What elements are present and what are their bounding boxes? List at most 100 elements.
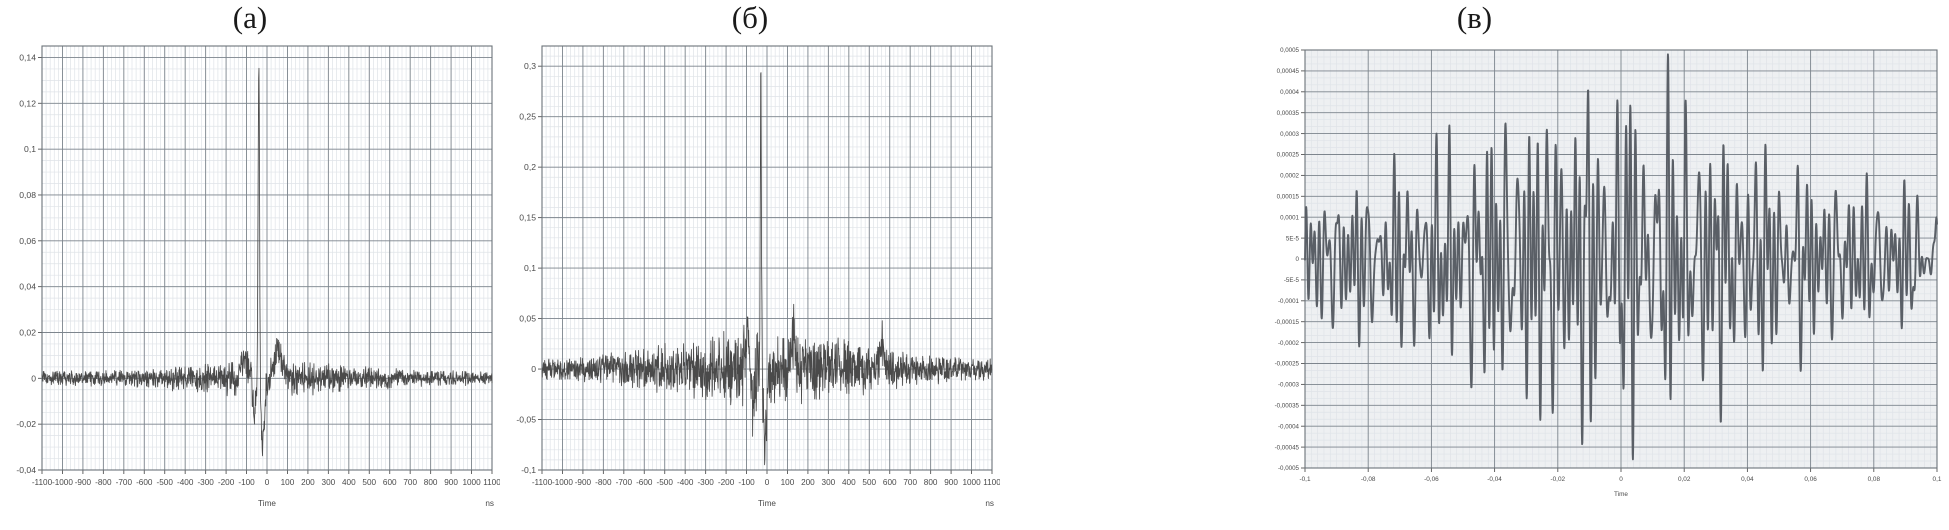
svg-text:-300: -300 — [697, 478, 714, 487]
svg-text:-0,0003: -0,0003 — [1278, 382, 1300, 389]
svg-text:-500: -500 — [657, 478, 674, 487]
svg-text:0,00015: 0,00015 — [1277, 193, 1300, 200]
svg-text:600: 600 — [383, 478, 397, 487]
panel-a-label: (а) — [232, 0, 268, 35]
svg-text:0,00025: 0,00025 — [1277, 152, 1300, 159]
panel-v-chart: -0,1 -0,08 -0,06 -0,04 -0,02 0 0,02 0,04 0,06 0,0… — [1275, 47, 1942, 498]
svg-text:0,14: 0,14 — [19, 52, 36, 62]
svg-text:-0,0005: -0,0005 — [1278, 465, 1300, 472]
svg-text:-200: -200 — [218, 478, 235, 487]
svg-text:900: 900 — [944, 478, 958, 487]
svg-text:0,0001: 0,0001 — [1280, 214, 1299, 221]
svg-text:-800: -800 — [595, 478, 612, 487]
svg-text:0,15: 0,15 — [519, 213, 536, 223]
svg-text:0,0005: 0,0005 — [1280, 47, 1299, 54]
svg-text:0,06: 0,06 — [1804, 476, 1817, 483]
svg-text:0,00045: 0,00045 — [1277, 68, 1300, 75]
svg-text:-100: -100 — [738, 478, 755, 487]
svg-text:0,00035: 0,00035 — [1277, 110, 1300, 117]
svg-text:-800: -800 — [95, 478, 112, 487]
svg-text:300: 300 — [322, 478, 336, 487]
svg-text:-200: -200 — [718, 478, 735, 487]
svg-text:-700: -700 — [116, 478, 133, 487]
svg-text:300: 300 — [822, 478, 836, 487]
svg-text:200: 200 — [301, 478, 315, 487]
svg-text:-0,08: -0,08 — [1361, 476, 1376, 483]
waveform-b — [541, 72, 993, 466]
waveform-a — [41, 67, 493, 457]
svg-text:0,3: 0,3 — [524, 61, 536, 71]
svg-text:0,0002: 0,0002 — [1280, 173, 1299, 180]
waveform-v — [1304, 53, 1938, 461]
svg-text:400: 400 — [842, 478, 856, 487]
svg-text:0,1: 0,1 — [524, 263, 536, 273]
svg-text:-0,0001: -0,0001 — [1278, 298, 1300, 305]
svg-text:-0,1: -0,1 — [1299, 476, 1310, 483]
svg-text:400: 400 — [342, 478, 356, 487]
svg-text:-400: -400 — [177, 478, 194, 487]
svg-text:-0,00035: -0,00035 — [1275, 402, 1300, 409]
svg-text:1100: 1100 — [983, 478, 1000, 487]
svg-text:0: 0 — [1619, 476, 1623, 483]
svg-text:-1000: -1000 — [52, 478, 73, 487]
svg-text:0: 0 — [31, 373, 36, 383]
svg-text:-500: -500 — [157, 478, 174, 487]
svg-text:0,0004: 0,0004 — [1280, 89, 1299, 96]
svg-text:1000: 1000 — [462, 478, 481, 487]
svg-text:0,04: 0,04 — [19, 282, 36, 292]
panel-a-plot: -1100 -1000 -900 -800 -700 -600 -500 -400 -300 -2… — [0, 36, 500, 528]
svg-text:1000: 1000 — [962, 478, 981, 487]
svg-text:600: 600 — [883, 478, 897, 487]
svg-text:-0,04: -0,04 — [1487, 476, 1502, 483]
svg-text:500: 500 — [362, 478, 376, 487]
svg-text:200: 200 — [801, 478, 815, 487]
svg-text:700: 700 — [903, 478, 917, 487]
svg-text:-0,0004: -0,0004 — [1278, 423, 1300, 430]
panel-b-chart: -1100 -1000 -900 -800 -700 -600 -500 -400 -300 -2… — [516, 45, 1000, 508]
x-axis-title: Time — [258, 499, 276, 508]
svg-text:500: 500 — [862, 478, 876, 487]
panel-a-chart: -1100 -1000 -900 -800 -700 -600 -500 -400 -300 -2… — [16, 45, 500, 508]
svg-text:-5E-5: -5E-5 — [1284, 277, 1300, 284]
svg-text:-0,0002: -0,0002 — [1278, 340, 1300, 347]
svg-text:900: 900 — [444, 478, 458, 487]
svg-text:0: 0 — [1296, 256, 1300, 263]
svg-text:0,02: 0,02 — [19, 328, 36, 338]
svg-text:-100: -100 — [238, 478, 255, 487]
panel-v-plot: -0,1 -0,08 -0,06 -0,04 -0,02 0 0,02 0,04 0,06 0,0… — [1000, 36, 1949, 528]
svg-text:800: 800 — [424, 478, 438, 487]
svg-text:-900: -900 — [575, 478, 592, 487]
svg-text:0,04: 0,04 — [1741, 476, 1754, 483]
x-axis-unit: ns — [985, 499, 994, 508]
svg-text:-0,00015: -0,00015 — [1275, 319, 1300, 326]
axis-ticks: -0,1 -0,08 -0,06 -0,04 -0,02 0 0,02 0,04 0,06 0,0… — [1275, 47, 1942, 483]
panel-b: (б) -1100 -1000 -900 -800 -700 -600 -500 -400 -3… — [500, 0, 1000, 528]
svg-text:100: 100 — [781, 478, 795, 487]
svg-text:0,06: 0,06 — [19, 236, 36, 246]
svg-text:-300: -300 — [197, 478, 214, 487]
svg-text:0,05: 0,05 — [519, 314, 536, 324]
axis-ticks: -1100 -1000 -900 -800 -700 -600 -500 -400 -300 -2… — [16, 52, 500, 487]
panel-b-plot: -1100 -1000 -900 -800 -700 -600 -500 -400 -300 -2… — [500, 36, 1000, 528]
panel-v-label: (в) — [1456, 0, 1493, 35]
svg-text:-1100: -1100 — [32, 478, 53, 487]
svg-text:0,02: 0,02 — [1678, 476, 1691, 483]
svg-text:1100: 1100 — [483, 478, 500, 487]
x-axis-unit: ns — [485, 499, 494, 508]
svg-text:0,1: 0,1 — [24, 144, 36, 154]
svg-text:-900: -900 — [75, 478, 92, 487]
svg-text:-600: -600 — [636, 478, 653, 487]
svg-text:-0,04: -0,04 — [16, 465, 36, 475]
panel-b-label: (б) — [731, 0, 769, 35]
svg-text:-600: -600 — [136, 478, 153, 487]
grid-major — [541, 46, 993, 471]
svg-text:0,0003: 0,0003 — [1280, 131, 1299, 138]
panel-a: (а) -1100 -1000 -900 -800 -700 -600 -500 -400 -3… — [0, 0, 500, 528]
x-axis-title: Time — [758, 499, 776, 508]
svg-text:-700: -700 — [616, 478, 633, 487]
svg-text:5E-5: 5E-5 — [1286, 235, 1300, 242]
svg-text:-0,02: -0,02 — [16, 419, 36, 429]
panel-v: (в) -0,1 -0,08 -0,06 -0,04 -0,02 0 0,02 0,04 0,0… — [1000, 0, 1949, 528]
x-axis-title: Time — [1614, 491, 1628, 498]
